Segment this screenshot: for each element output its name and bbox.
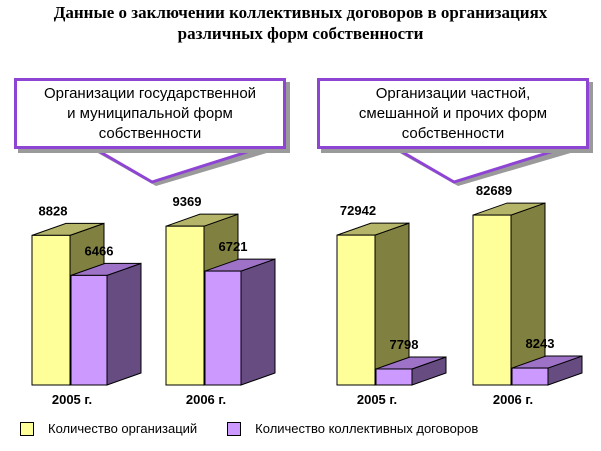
callout-2-line-3: собственности [401,124,505,142]
title-line-1: Данные о заключении коллективных договор… [53,3,548,22]
bar-agreements-3 [375,356,447,386]
callout-1-line-2: и муниципальной форм [67,104,233,122]
legend: Количество организаций Количество коллек… [20,421,508,436]
legend-item-agreements: Количество коллективных договоров [227,421,478,436]
bar-side-agreements-2 [240,258,276,386]
value-label-organizations-1: 8828 [39,203,68,218]
bar-organizations-4 [472,202,546,386]
bar-front-organizations-1 [31,234,71,386]
legend-swatch-agreements [227,421,242,436]
callout-2-line-2: смешанной и прочих форм [358,104,548,122]
bar-front-agreements-4 [511,367,549,386]
bar-front-agreements-1 [70,274,108,386]
year-label-4: 2006 г. [493,392,533,407]
value-label-agreements-3: 7798 [390,337,419,352]
value-label-organizations-2: 9369 [173,194,202,209]
callout-state-municipal: Организации государственной и муниципаль… [14,78,286,149]
bar-front-agreements-3 [375,368,413,386]
bar-organizations-1 [31,222,105,386]
legend-label-agreements: Количество коллективных договоров [255,421,479,436]
title-line-2: различных форм собственности [177,24,424,43]
legend-item-organizations: Количество организаций [20,421,197,436]
value-label-agreements-4: 8243 [526,336,555,351]
value-label-organizations-3: 72942 [340,203,376,218]
bars-layer: 8828 6466 9369 6721 72942 7798 82689 8243 [31,183,583,386]
year-label-2: 2006 г. [186,392,226,407]
bar-organizations-3 [336,222,410,386]
value-label-agreements-1: 6466 [85,243,114,258]
bar-front-organizations-3 [336,234,376,386]
callout-private-mixed: Организации частной, смешанной и прочих … [317,78,589,149]
year-label-1: 2005 г. [52,392,92,407]
bar-agreements-1 [70,262,142,386]
bar-front-organizations-4 [472,214,512,386]
bar-front-organizations-2 [165,225,205,386]
value-label-organizations-4: 82689 [476,183,512,198]
year-label-3: 2005 г. [357,392,397,407]
callout-1-line-1: Организации государственной [43,84,257,102]
year-labels-layer: 2005 г. 2006 г. 2005 г. 2006 г. [52,392,533,407]
legend-swatch-organizations [20,421,34,436]
callout-1-line-3: собственности [98,124,202,142]
bar-agreements-4 [511,355,583,386]
value-label-agreements-2: 6721 [219,239,248,254]
bar-side-agreements-1 [106,262,142,386]
bar-agreements-2 [204,258,276,386]
bar-front-agreements-2 [204,270,242,386]
page-title: Данные о заключении коллективных договор… [0,2,601,44]
callout-2-line-1: Организации частной, [375,84,531,102]
legend-label-organizations: Количество организаций [48,421,198,436]
